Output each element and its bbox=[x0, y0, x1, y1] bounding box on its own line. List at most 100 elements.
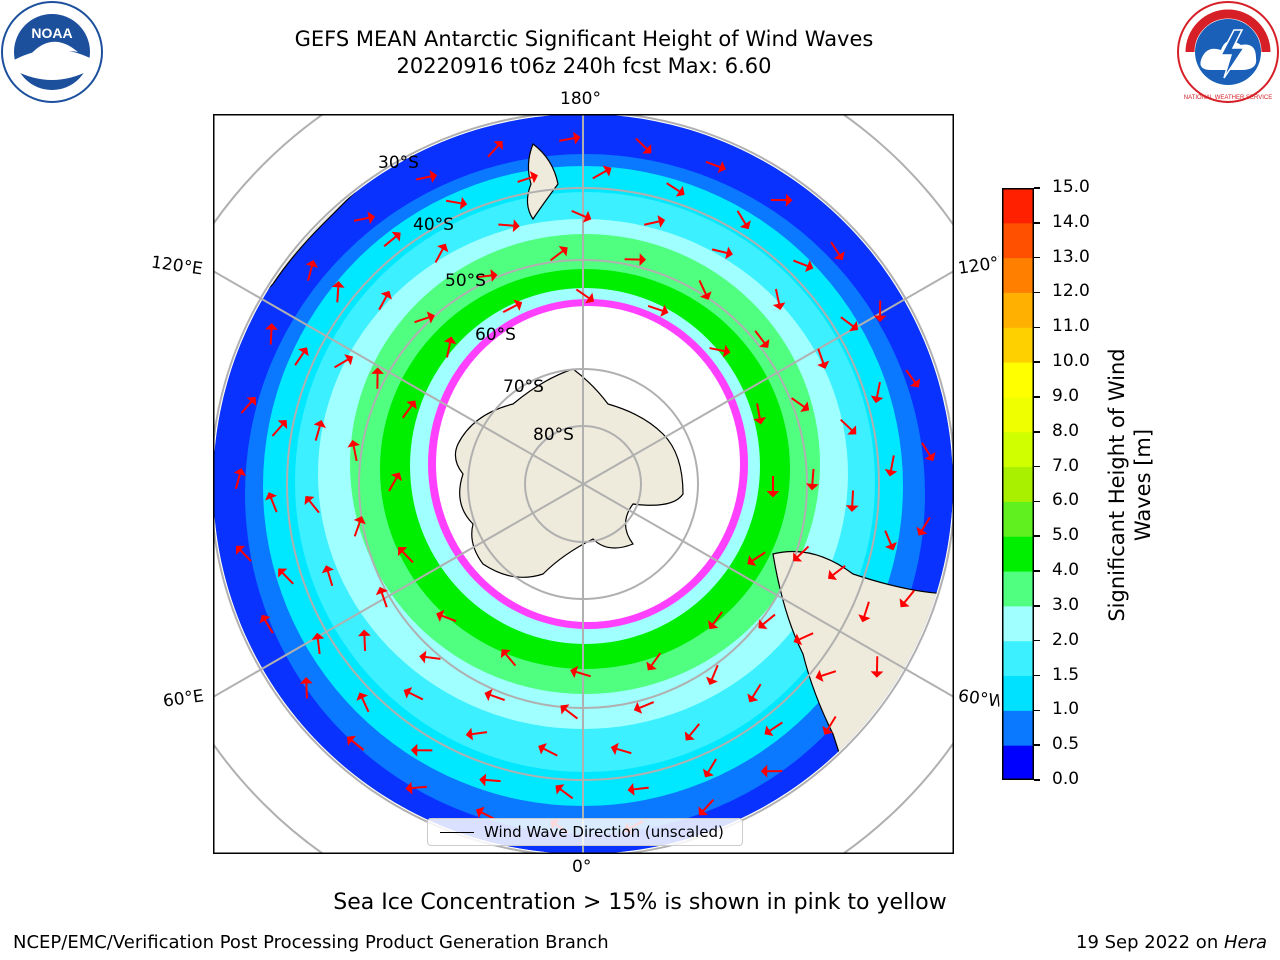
wind-arrow-head bbox=[436, 609, 445, 622]
wind-arrow bbox=[632, 786, 649, 791]
colorbar-segment bbox=[1002, 675, 1034, 711]
wind-arrow bbox=[638, 701, 655, 710]
wind-arrow-head bbox=[484, 688, 493, 702]
wind-arrow-head bbox=[353, 516, 366, 525]
colorbar-segment bbox=[1002, 222, 1034, 259]
wind-arrow bbox=[875, 381, 881, 398]
polar-map: 30°S 40°S 50°S 60°S 70°S 80°S bbox=[213, 114, 954, 854]
wind-arrow bbox=[635, 137, 649, 151]
wind-arrow-head bbox=[367, 211, 376, 225]
wind-arrow bbox=[363, 634, 367, 651]
wind-arrow bbox=[504, 652, 517, 667]
wind-arrow bbox=[471, 731, 488, 736]
wind-arrow-head bbox=[513, 299, 523, 311]
wind-arrow-head bbox=[717, 161, 726, 174]
colorbar-segment bbox=[1002, 605, 1034, 642]
wind-arrow-head bbox=[560, 704, 570, 715]
wind-arrow-head bbox=[344, 354, 354, 366]
wind-arrow-head bbox=[884, 469, 898, 477]
wind-arrow-head bbox=[405, 781, 413, 795]
wind-arrow-head bbox=[500, 649, 511, 659]
wind-arrow-head bbox=[246, 396, 257, 407]
wind-arrow bbox=[352, 445, 358, 462]
wind-arrow bbox=[440, 614, 457, 623]
wind-arrow bbox=[751, 683, 762, 699]
wind-arrow-head bbox=[538, 743, 547, 755]
wind-arrow-head bbox=[766, 491, 780, 498]
wind-arrow-head bbox=[924, 452, 936, 461]
noaa-logo: NOAA bbox=[1, 1, 103, 103]
wind-arrow bbox=[350, 739, 365, 751]
wind-arrow-head bbox=[817, 360, 830, 369]
wind-arrow bbox=[701, 798, 715, 813]
colorbar-tick-mark bbox=[1034, 535, 1040, 537]
wind-arrow bbox=[517, 175, 534, 183]
wind-arrow-head bbox=[235, 545, 246, 555]
wind-arrow bbox=[666, 182, 681, 193]
wind-arrow-head bbox=[793, 633, 803, 646]
wind-arrow-head bbox=[233, 468, 247, 477]
wind-arrow bbox=[316, 637, 321, 655]
wind-arrow bbox=[489, 693, 505, 701]
wind-arrow-head bbox=[406, 400, 417, 410]
wind-arrow bbox=[281, 571, 294, 585]
wind-arrow-head bbox=[437, 243, 449, 253]
nws-logo-text: NATIONAL WEATHER SERVICE bbox=[1184, 95, 1272, 101]
wind-arrow-head bbox=[475, 806, 485, 819]
wind-arrow bbox=[647, 304, 664, 312]
wind-arrow bbox=[408, 691, 424, 701]
wind-arrow bbox=[796, 545, 810, 559]
wind-arrow bbox=[851, 490, 855, 507]
wind-arrow bbox=[903, 590, 915, 604]
wind-arrow-head bbox=[356, 692, 369, 701]
lat-label-30: 30°S bbox=[378, 153, 419, 173]
lat-label-80: 80°S bbox=[533, 425, 574, 445]
wind-arrow-head bbox=[403, 687, 413, 699]
wind-arrow-head bbox=[278, 568, 288, 578]
wind-arrow-head bbox=[845, 505, 859, 512]
wind-arrow bbox=[575, 288, 591, 300]
wind-arrow-head bbox=[265, 492, 278, 501]
colorbar-segment bbox=[1002, 536, 1034, 572]
colorbar-tick-mark bbox=[1034, 396, 1040, 398]
wind-arrow-head bbox=[639, 253, 647, 266]
colorbar-tick-mark bbox=[1034, 222, 1040, 224]
map-legend: Wind Wave Direction (unscaled) bbox=[427, 818, 743, 846]
wind-arrow-head bbox=[602, 165, 612, 177]
wind-arrow bbox=[424, 655, 441, 660]
wind-arrow-head bbox=[419, 650, 427, 664]
colorbar-segment bbox=[1002, 466, 1034, 502]
wind-arrow bbox=[314, 424, 322, 441]
footer-host: Hera bbox=[1223, 932, 1267, 953]
wind-arrow bbox=[840, 418, 854, 432]
wind-arrow bbox=[644, 220, 661, 226]
wind-arrow-head bbox=[459, 196, 468, 210]
wind-arrow bbox=[826, 716, 837, 731]
wind-arrow bbox=[410, 785, 427, 790]
wind-arrow bbox=[445, 199, 463, 205]
wind-arrow-head bbox=[479, 773, 487, 787]
wind-arrow-head bbox=[885, 541, 897, 551]
colorbar-tick-mark bbox=[1034, 744, 1040, 746]
chart-title: GEFS MEAN Antarctic Significant Height o… bbox=[294, 27, 874, 51]
wind-arrow-head bbox=[582, 210, 592, 223]
wind-arrow-head bbox=[805, 483, 819, 491]
wind-arrow-head bbox=[759, 338, 770, 348]
colorbar-segment bbox=[1002, 257, 1034, 293]
colorbar-tick-label: 2.0 bbox=[1052, 629, 1080, 650]
wind-arrow-head bbox=[493, 140, 503, 151]
wind-arrow-head bbox=[760, 764, 768, 778]
wind-arrow-head bbox=[259, 614, 271, 624]
wind-arrow bbox=[920, 516, 931, 532]
footer-date-text: 19 Sep 2022 on bbox=[1076, 932, 1224, 953]
colorbar-tick-label: 7.0 bbox=[1052, 455, 1080, 476]
wind-arrow-head bbox=[849, 320, 859, 332]
wind-arrow-head bbox=[558, 246, 568, 257]
wind-arrow-head bbox=[570, 665, 579, 679]
colorbar-tick-label: 12.0 bbox=[1052, 281, 1090, 302]
lat-label-70: 70°S bbox=[503, 377, 544, 397]
footer-credit: NCEP/EMC/Verification Post Processing Pr… bbox=[13, 932, 609, 953]
wind-arrow bbox=[921, 442, 932, 457]
wind-arrow bbox=[559, 787, 574, 800]
wind-arrow-head bbox=[725, 246, 733, 260]
